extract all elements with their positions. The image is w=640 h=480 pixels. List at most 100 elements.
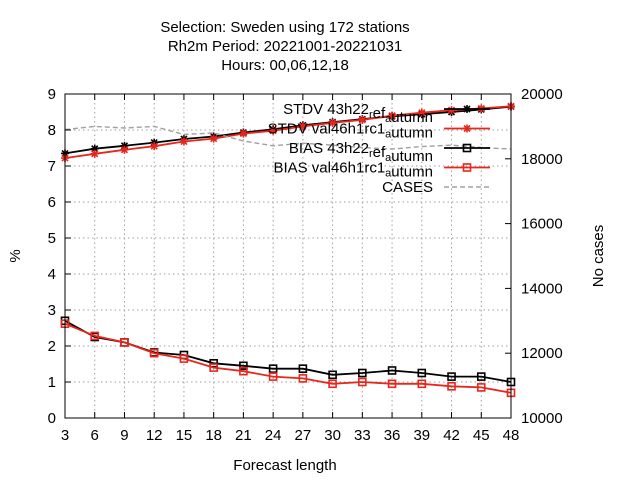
- y-axis-label: %: [7, 249, 24, 262]
- y2-tick-label: 14000: [521, 280, 563, 297]
- x-axis-label: Forecast length: [233, 457, 336, 474]
- y-tick-label: 4: [48, 266, 56, 283]
- data-point: [90, 331, 100, 341]
- legend-entry: STDV val46h1rc1autumn: [268, 121, 490, 142]
- data-point: [388, 111, 397, 120]
- data-point: [179, 354, 189, 363]
- y2-tick-label: 16000: [521, 216, 563, 233]
- series-line: [64, 105, 512, 159]
- y-tick-label: 2: [48, 338, 56, 355]
- x-tick-label: 15: [176, 427, 193, 444]
- x-tick-label: 39: [413, 427, 430, 444]
- series-3: [60, 319, 516, 398]
- data-point: [298, 364, 308, 373]
- x-tick-label: 18: [205, 427, 222, 444]
- data-point: [209, 134, 218, 143]
- legend-entry: STDV 43h22refautumn: [283, 101, 490, 126]
- legend-sample-marker: [463, 105, 471, 113]
- x-axis-ticks: 3 6 9 12 15 18 21 24 27 30 33 36 39 42 45 48: [61, 94, 520, 444]
- legend-label: STDV 43h22refautumn: [283, 101, 433, 126]
- data-point: [476, 383, 486, 392]
- data-point: [417, 379, 427, 389]
- x-tick-label: 21: [235, 427, 252, 444]
- data-point: [239, 129, 248, 138]
- y-tick-label: 9: [48, 86, 56, 103]
- x-tick-label: 6: [91, 427, 99, 444]
- legend-entry: BIAS 43h22refautumn: [289, 140, 490, 165]
- x-tick-label: 48: [503, 427, 520, 444]
- legend-sample-marker: [462, 163, 472, 172]
- grid-lines: [65, 94, 511, 418]
- y-tick-label: 0: [48, 410, 56, 427]
- y2-tick-label: 20000: [521, 86, 563, 103]
- series-2: [60, 316, 516, 387]
- y-tick-label: 5: [48, 230, 56, 247]
- legend-label: CASES: [382, 179, 433, 196]
- data-point: [150, 142, 159, 151]
- y-tick-label: 1: [48, 374, 56, 391]
- data-point: [268, 364, 278, 373]
- plot-frame: [64, 93, 512, 419]
- x-tick-label: 3: [61, 427, 69, 444]
- data-point: [358, 115, 367, 124]
- x-tick-label: 12: [146, 427, 163, 444]
- legend-label: BIAS val46h1rc1autumn: [273, 160, 433, 181]
- series-line: [64, 320, 512, 383]
- data-point: [268, 372, 278, 381]
- y-tick-label: 3: [48, 302, 56, 319]
- legend-entry: BIAS val46h1rc1autumn: [273, 160, 490, 181]
- legend-label: BIAS 43h22refautumn: [289, 140, 433, 165]
- data-point: [387, 366, 397, 375]
- data-point: [298, 122, 307, 131]
- data-point: [239, 366, 248, 376]
- data-point: [179, 137, 188, 146]
- y2-tick-label: 18000: [521, 151, 563, 168]
- title-line-2: Rh2m Period: 20221001-20221031: [168, 38, 402, 55]
- y-axis-ticks: 0 1 2 3 4 5 6 7 8 9: [48, 86, 71, 427]
- data-point: [447, 106, 456, 115]
- x-tick-label: 24: [265, 427, 282, 444]
- series-4: [64, 125, 512, 150]
- data-point: [417, 108, 426, 117]
- chart-title: Selection: Sweden using 172 stations Rh2…: [160, 19, 409, 74]
- y-tick-label: 8: [48, 122, 56, 139]
- x-tick-label: 45: [473, 427, 490, 444]
- data-point: [328, 118, 337, 127]
- data-point: [358, 368, 367, 378]
- series-line: [64, 125, 512, 150]
- data-point: [298, 374, 308, 383]
- series-line: [64, 105, 512, 155]
- data-point: [417, 368, 427, 378]
- y-tick-label: 7: [48, 158, 56, 175]
- data-point: [239, 361, 248, 371]
- data-point: [447, 372, 456, 381]
- data-point: [209, 363, 218, 372]
- legend-sample-marker: [462, 143, 472, 153]
- title-line-1: Selection: Sweden using 172 stations: [160, 19, 409, 36]
- legend-entry: CASES: [382, 179, 490, 196]
- x-tick-label: 27: [295, 427, 312, 444]
- data-point: [387, 379, 397, 389]
- data-point: [328, 370, 337, 380]
- data-point: [476, 372, 486, 381]
- data-point: [358, 377, 367, 387]
- data-point: [447, 382, 456, 391]
- x-tick-label: 9: [120, 427, 128, 444]
- title-line-3: Hours: 00,06,12,18: [221, 57, 349, 74]
- data-point: [149, 348, 159, 358]
- series-line: [64, 322, 512, 394]
- data-point: [120, 145, 129, 154]
- data-point: [328, 379, 337, 389]
- x-tick-label: 30: [324, 427, 341, 444]
- y-tick-label: 6: [48, 194, 56, 211]
- data-point: [269, 126, 278, 135]
- data-point: [120, 338, 129, 347]
- legend-label: STDV val46h1rc1autumn: [268, 121, 433, 142]
- y2-tick-label: 10000: [521, 410, 563, 427]
- y2-tick-label: 12000: [521, 345, 563, 362]
- y2-axis-label: No cases: [590, 225, 607, 288]
- legend-sample-marker: [463, 124, 471, 133]
- y2-axis-ticks: 10000 12000 14000 16000 18000 20000: [505, 86, 563, 427]
